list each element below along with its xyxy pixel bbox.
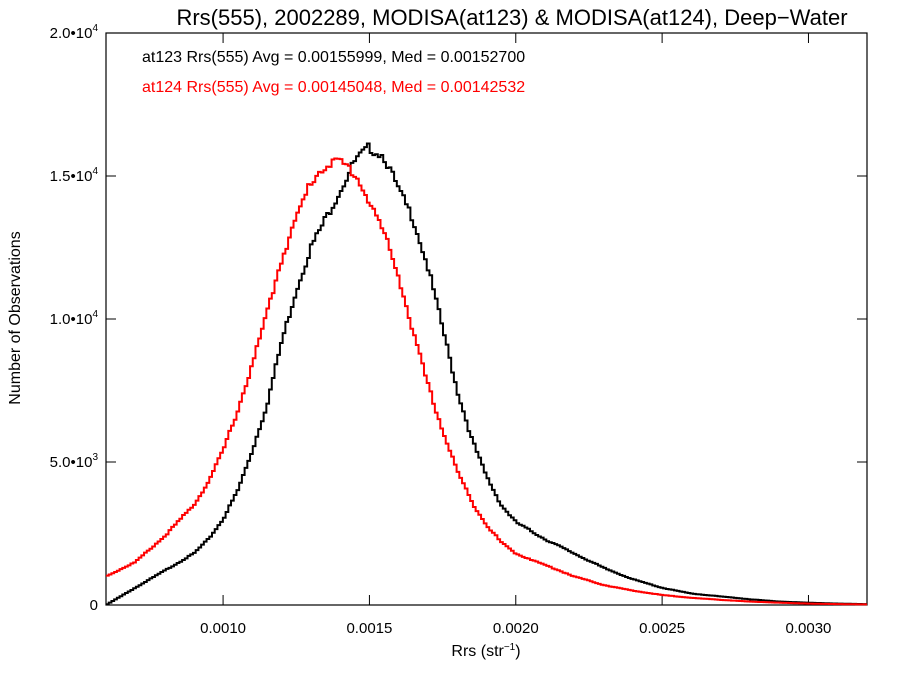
y-tick-label: 1.5•104 — [50, 166, 99, 185]
chart-title: Rrs(555), 2002289, MODISA(at123) & MODIS… — [176, 5, 847, 30]
x-tick-label: 0.0010 — [200, 620, 246, 637]
y-tick-exponent: 4 — [92, 166, 98, 177]
x-tick-label: 0.0015 — [346, 620, 392, 637]
y-axis-label: Number of Observations — [7, 231, 24, 404]
series-group — [106, 142, 867, 606]
y-tick-mantissa: 2.0•10 — [50, 25, 93, 42]
series-line-1 — [106, 157, 867, 606]
x-axis-ticks: 0.0010 0.0015 0.0020 0.0025 0.0030 — [200, 33, 831, 637]
plot-frame — [105, 32, 868, 606]
y-tick-mantissa: 0 — [90, 597, 98, 614]
x-axis-label-main: Rrs (str — [451, 643, 504, 660]
y-tick-mantissa: 5.0•10 — [50, 454, 93, 471]
y-tick-mantissa: 1.5•10 — [50, 168, 93, 185]
y-tick-label: 2.0•104 — [50, 23, 99, 42]
annotation-at123: at123 Rrs(555) Avg = 0.00155999, Med = 0… — [142, 49, 525, 66]
y-tick-exponent: 4 — [92, 23, 98, 34]
x-tick-label: 0.0020 — [493, 620, 539, 637]
series-line-0 — [106, 142, 867, 606]
annotation-at124: at124 Rrs(555) Avg = 0.00145048, Med = 0… — [142, 79, 525, 96]
y-tick-label: 1.0•104 — [50, 309, 99, 328]
y-tick-exponent: 3 — [92, 452, 98, 463]
x-axis-label-sup: −1 — [504, 642, 516, 653]
x-axis-label: Rrs (str−1) — [451, 642, 520, 660]
x-tick-label: 0.0030 — [786, 620, 832, 637]
y-tick-label: 5.0•103 — [50, 452, 99, 471]
x-tick-label: 0.0025 — [639, 620, 685, 637]
y-tick-exponent: 4 — [92, 309, 98, 320]
y-tick-mantissa: 1.0•10 — [50, 311, 93, 328]
x-axis-label-close: ) — [515, 643, 520, 660]
y-tick-label: 0 — [90, 597, 98, 614]
